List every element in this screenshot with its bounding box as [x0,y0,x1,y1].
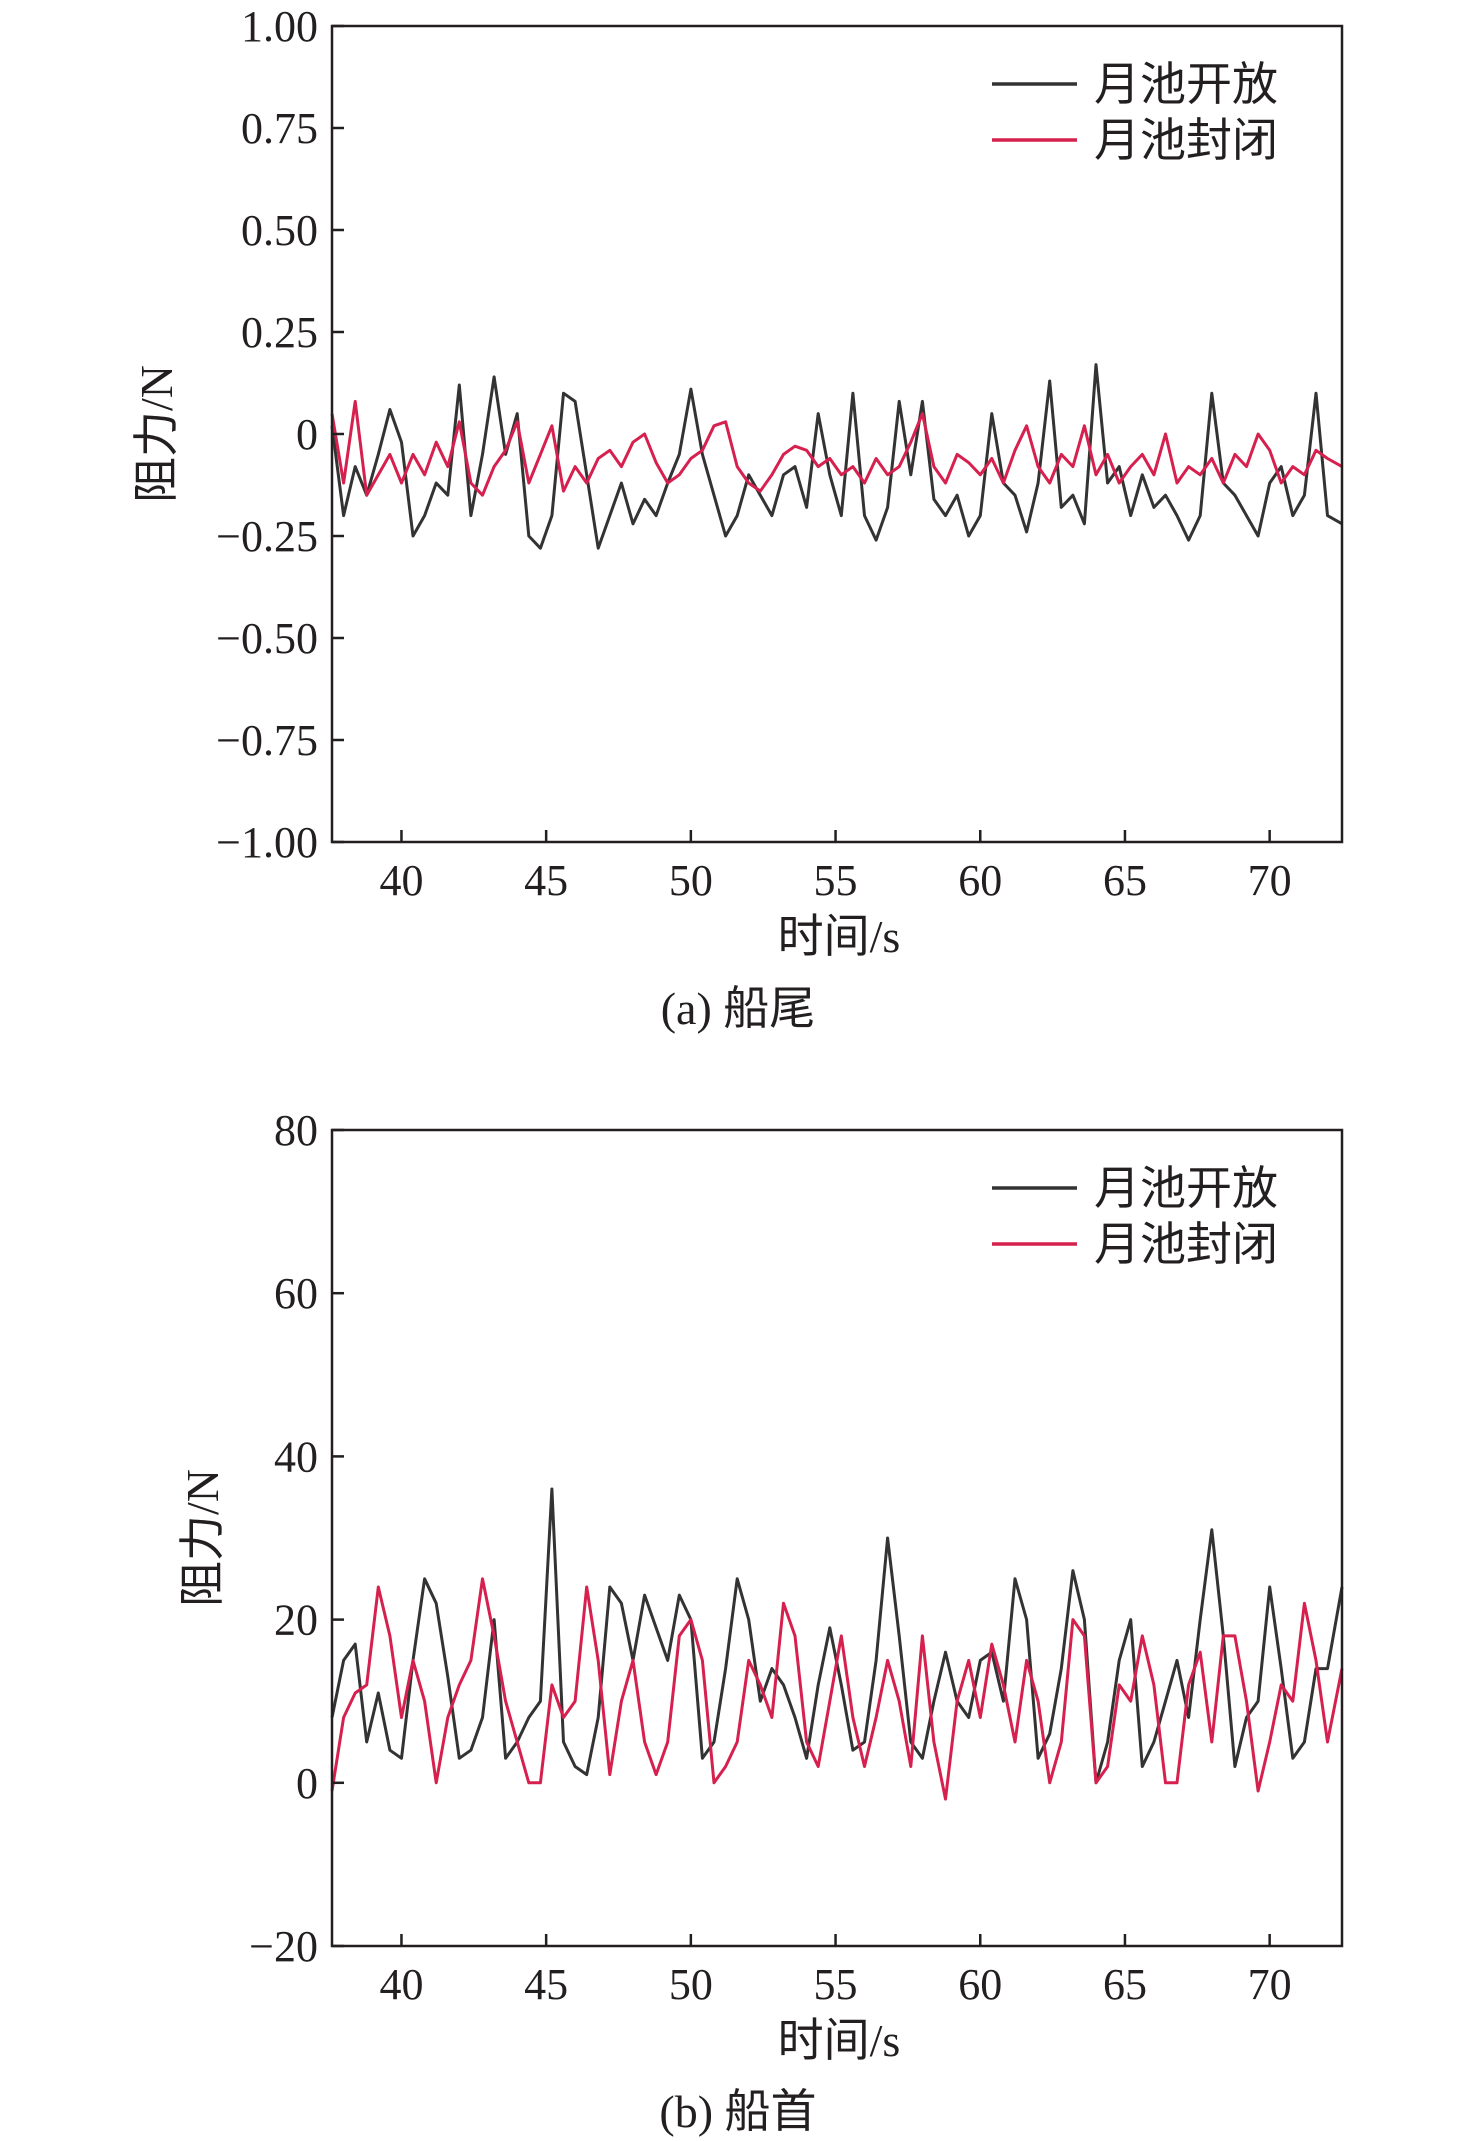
y-tick-label: 0.25 [241,308,318,357]
x-tick-label: 60 [958,856,1002,905]
figure-bow: 80 60 40 20 0 −20 40 45 50 55 60 65 70 时间/s 阻力/N 月池开放 月池… [0,1100,1476,2137]
x-tick-label: 55 [814,1960,858,2009]
y-tick-label: 0 [296,410,318,459]
x-axis-label: 时间/s [778,911,901,962]
y-axis-label: 阻力/N [131,365,182,503]
plot-frame [330,1128,1344,1948]
legend-label: 月池开放 [1094,1163,1278,1214]
x-axis-label: 时间/s [778,2015,901,2066]
y-tick-label: −20 [249,1922,318,1971]
series-line-open [330,1487,1344,1785]
x-tick-label: 60 [958,1960,1002,2009]
figure-stern: 1.00 0.75 0.50 0.25 0 −0.25 −0.50 −0.75 −1.00 40 4… [0,0,1476,1050]
x-tick-label: 50 [669,1960,713,2009]
x-tick-label: 45 [524,856,568,905]
y-tick-label: −0.75 [216,716,318,765]
y-axis-label: 阻力/N [177,1469,228,1607]
series-line-closed [330,1577,1344,1801]
x-tick-label: 40 [379,856,423,905]
x-tick-label: 70 [1248,856,1292,905]
caption-bow: (b) 船首 [659,2086,817,2137]
legend-label: 月池开放 [1094,59,1278,110]
chart-stern: 1.00 0.75 0.50 0.25 0 −0.25 −0.50 −0.75 −1.00 40 4… [131,2,1344,962]
y-tick-label: 0.75 [241,104,318,153]
y-tick-label: 40 [274,1432,318,1481]
y-tick-label: 0 [296,1759,318,1808]
x-tick-label: 55 [814,856,858,905]
y-tick-label: −0.25 [216,512,318,561]
chart-bow: 80 60 40 20 0 −20 40 45 50 55 60 65 70 时间/s 阻力/N 月池开放月池… [177,1106,1344,2066]
x-tick-label: 50 [669,856,713,905]
y-tick-label: 80 [274,1106,318,1155]
y-tick-label: 60 [274,1269,318,1318]
caption-stern: (a) 船尾 [660,983,816,1034]
series-line-open [330,363,1343,550]
y-tick-label: 0.50 [241,206,318,255]
x-tick-label: 45 [524,1960,568,2009]
x-tick-label: 40 [379,1960,423,2009]
series-line-closed [330,399,1343,497]
legend-label: 月池封闭 [1094,115,1278,166]
x-tick-label: 65 [1103,1960,1147,2009]
x-tick-label: 70 [1248,1960,1292,2009]
legend-label: 月池封闭 [1094,1219,1278,1270]
y-tick-label: −1.00 [216,818,318,867]
x-tick-label: 65 [1103,856,1147,905]
y-tick-label: 20 [274,1596,318,1645]
y-tick-label: 1.00 [241,2,318,51]
y-tick-label: −0.50 [216,614,318,663]
